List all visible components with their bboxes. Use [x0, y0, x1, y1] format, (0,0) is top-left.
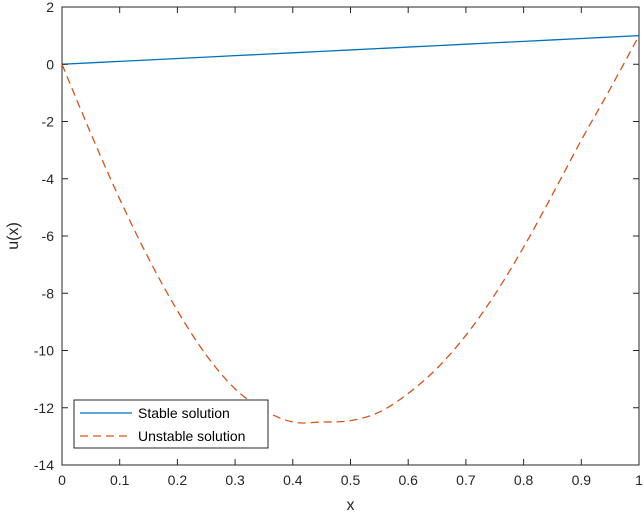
x-tick-label: 0.8 [514, 472, 534, 488]
x-tick-label: 1 [635, 472, 643, 488]
legend: Stable solution Unstable solution [73, 399, 269, 449]
x-tick-label: 0.4 [283, 472, 303, 488]
x-tick-label: 0.5 [341, 472, 361, 488]
legend-label-stable: Stable solution [138, 405, 230, 421]
x-tick-label: 0 [58, 472, 66, 488]
legend-label-unstable: Unstable solution [138, 428, 245, 444]
y-tick-label: -12 [34, 400, 54, 416]
y-tick-label: -6 [42, 228, 55, 244]
y-tick-label: -4 [42, 171, 55, 187]
series-line-stable [61, 34, 640, 65]
y-tick-label: 0 [46, 56, 54, 72]
x-tick-label: 0.7 [456, 472, 476, 488]
x-tick-label: 0.1 [110, 472, 130, 488]
x-tick-label: 0.2 [168, 472, 188, 488]
legend-box [73, 399, 269, 449]
x-tick-label: 0.3 [225, 472, 245, 488]
x-tick-label: 0.9 [572, 472, 592, 488]
x-tick-label: 0.6 [398, 472, 418, 488]
y-tick-label: -8 [42, 285, 55, 301]
y-axis: 2 0 -2 -4 -6 -8 -10 -12 -14 [34, 0, 639, 473]
x-axis: 0 0.1 0.2 0.3 0.4 0.5 0.6 0.7 0.8 0.9 1 [58, 7, 643, 488]
y-tick-label: -10 [34, 343, 54, 359]
plot-area [61, 6, 640, 466]
y-tick-label: -2 [42, 114, 55, 130]
axes-box [61, 6, 640, 466]
y-tick-label: -14 [34, 457, 54, 473]
y-tick-label: 2 [46, 0, 54, 15]
x-axis-label: x [347, 497, 355, 514]
y-axis-label: u(x) [5, 222, 22, 250]
series-line-unstable [61, 35, 640, 424]
